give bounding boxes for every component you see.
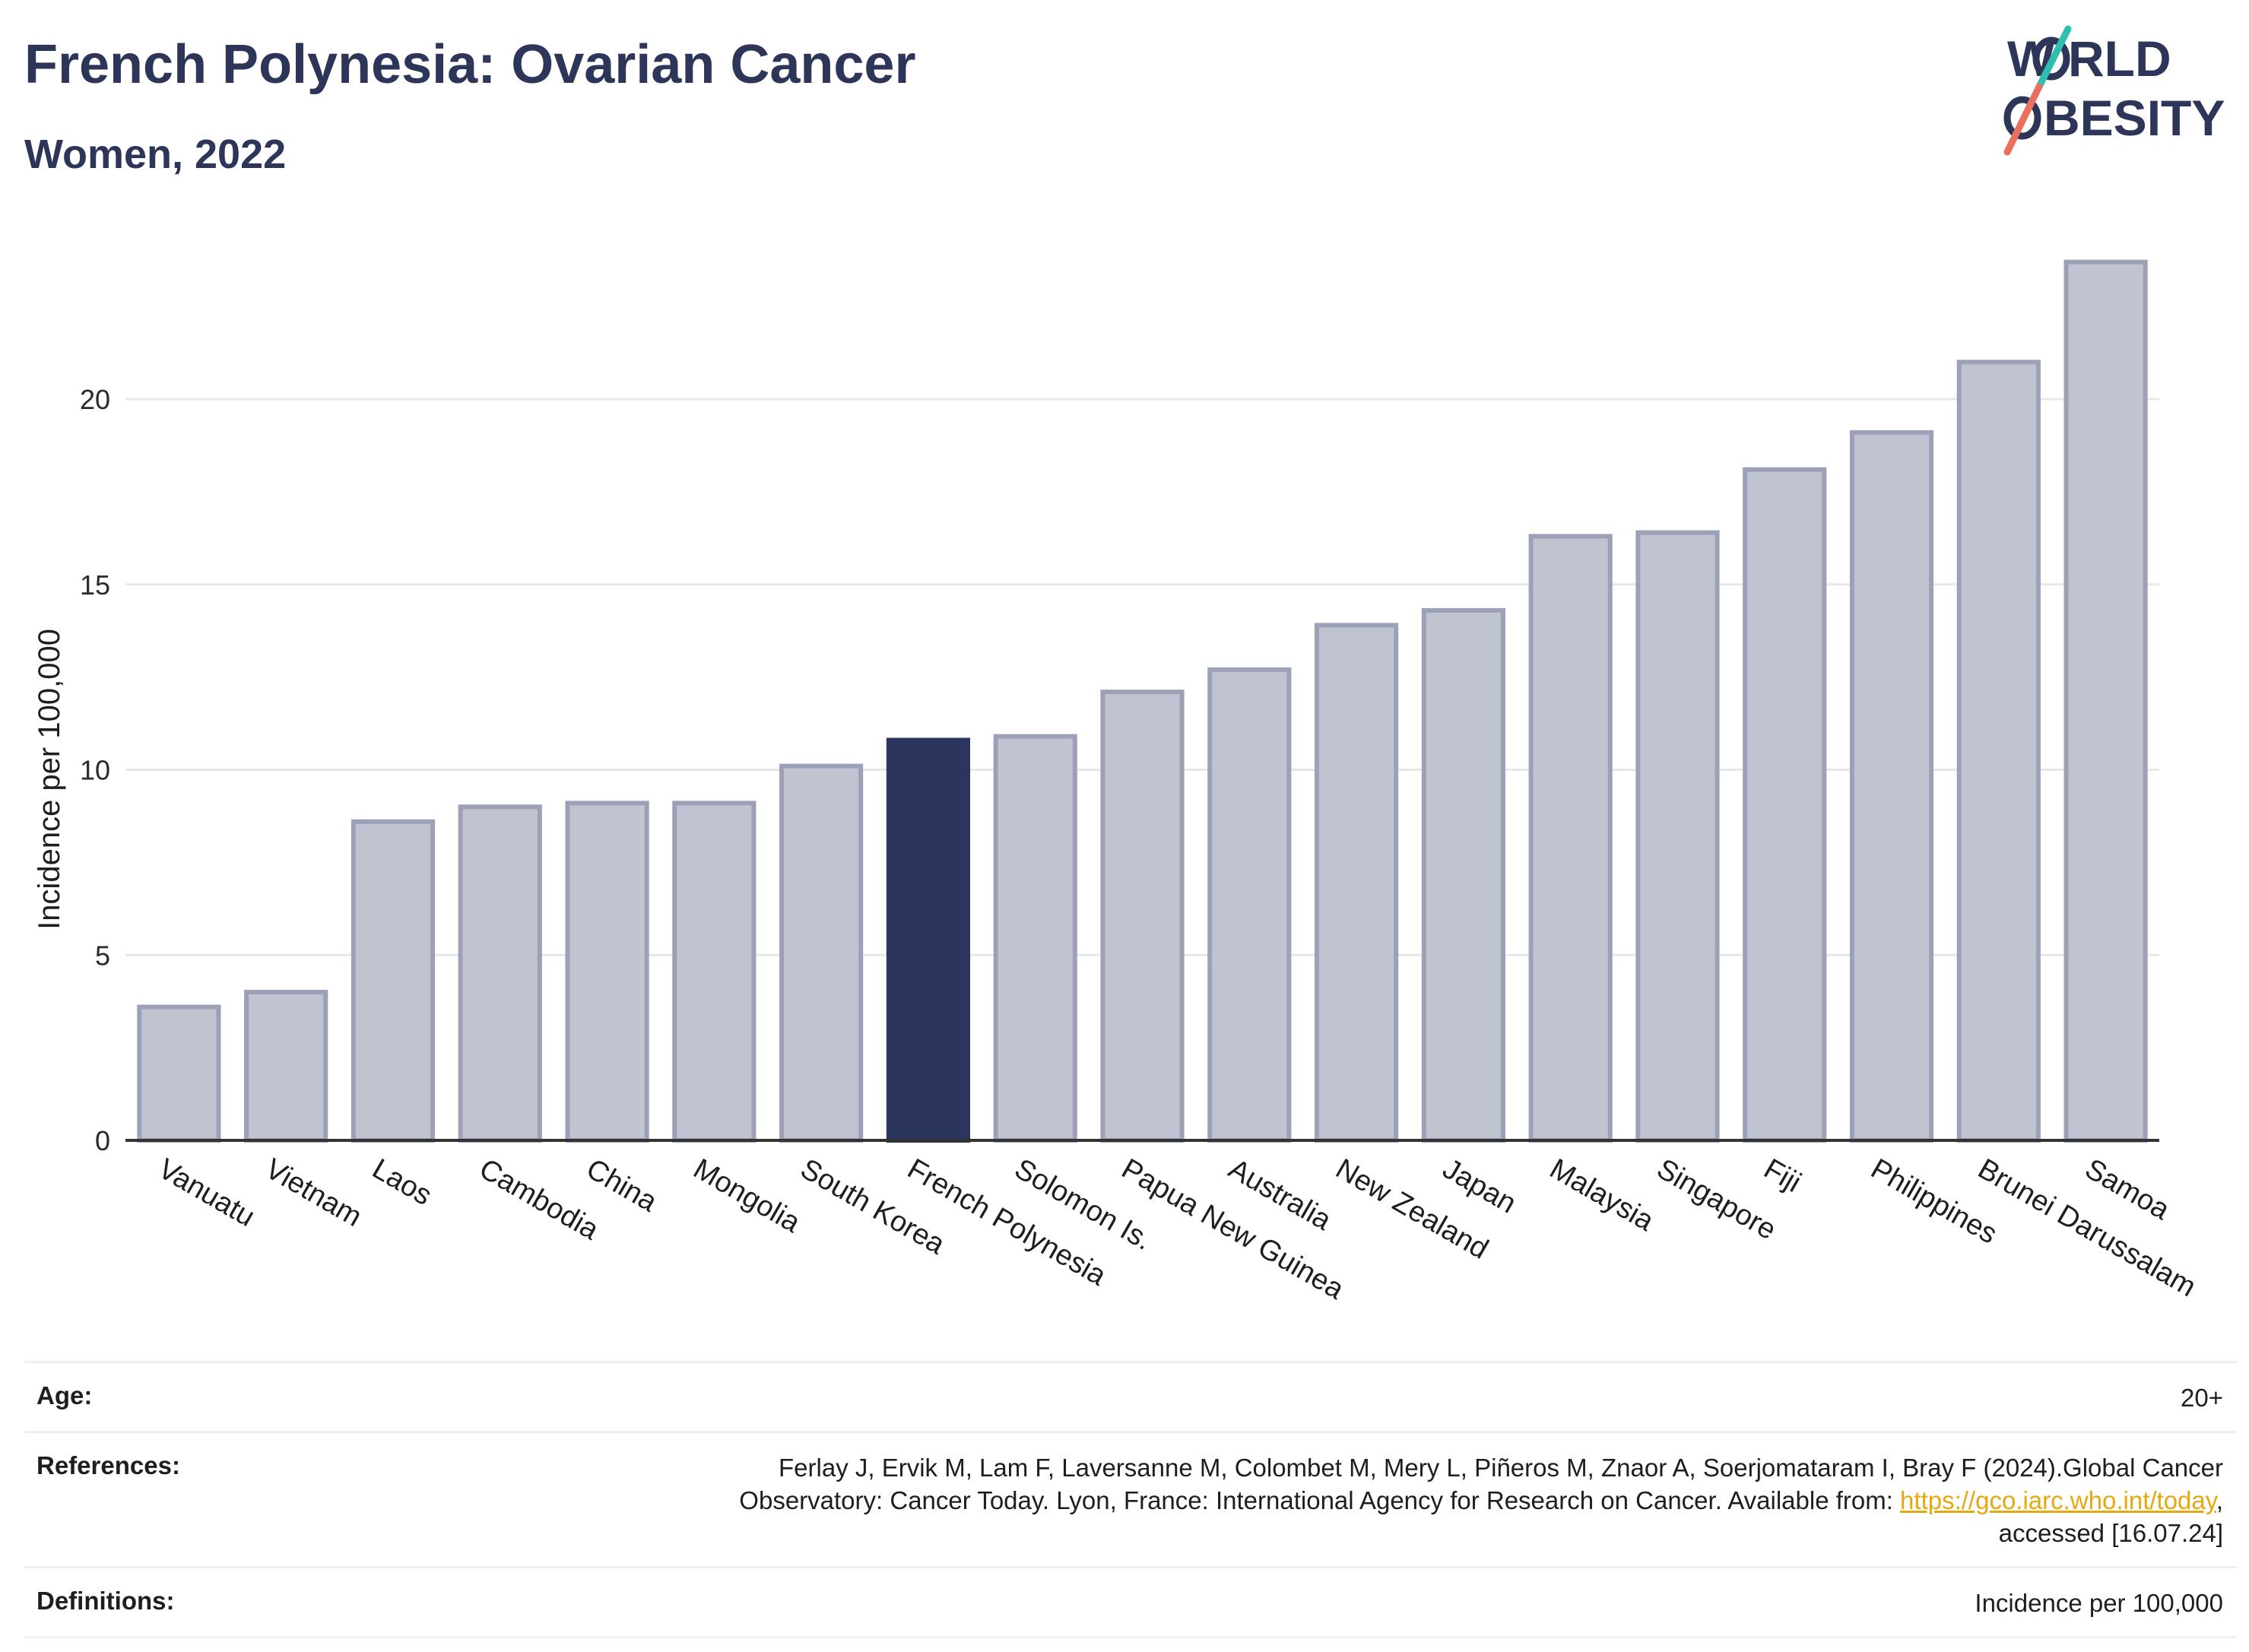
bar-fiji [1743, 467, 1827, 1143]
definitions-value: Incidence per 100,000 [1975, 1589, 2223, 1617]
bar-south-korea [779, 763, 864, 1143]
world-obesity-logo: W RLD BESITY [2003, 25, 2225, 156]
y-axis-label: Incidence per 100,000 [33, 629, 66, 930]
bar-mongolia [672, 801, 757, 1143]
age-row: Age: 20+ [24, 1361, 2237, 1431]
bar-brunei-darussalam [1956, 360, 2041, 1143]
x-tick-label: Singapore [1651, 1153, 1781, 1246]
y-tick-label: 10 [80, 755, 110, 786]
bar-samoa [2063, 259, 2148, 1143]
references-label: References: [36, 1451, 180, 1479]
bar-french-polynesia [886, 737, 971, 1143]
definitions-row: Definitions: Incidence per 100,000 [24, 1566, 2237, 1638]
definitions-label: Definitions: [36, 1587, 175, 1615]
bar-vanuatu [137, 1004, 221, 1143]
y-axis-ticks: 0 5 10 15 20 [80, 384, 110, 1156]
bar-china [565, 801, 649, 1143]
bar-laos [351, 819, 436, 1143]
svg-text:BESITY: BESITY [2044, 90, 2225, 146]
references-value: Ferlay J, Ervik M, Lam F, Laversanne M, … [739, 1451, 2223, 1549]
bar-philippines [1849, 430, 1934, 1143]
bar-solomon-is- [993, 734, 1077, 1143]
x-tick-label: Vanuatu [153, 1153, 260, 1233]
bar-singapore [1635, 530, 1720, 1143]
bar-japan [1421, 607, 1505, 1143]
x-tick-label: Vietnam [260, 1153, 367, 1233]
bar-vietnam [244, 990, 328, 1143]
bar-new-zealand [1314, 623, 1399, 1143]
x-tick-label: Japan [1437, 1153, 1521, 1219]
references-line2: Observatory: Cancer Today. Lyon, France:… [739, 1486, 1901, 1514]
x-tick-label: Cambodia [474, 1153, 604, 1246]
x-tick-label: China [581, 1153, 663, 1218]
bar-malaysia [1528, 534, 1613, 1143]
x-tick-label: Laos [366, 1153, 436, 1212]
y-tick-label: 5 [95, 940, 110, 971]
references-row: References: Ferlay J, Ervik M, Lam F, La… [24, 1431, 2237, 1566]
references-line3: accessed [16.07.24] [1998, 1519, 2223, 1547]
bar-australia [1207, 667, 1292, 1143]
age-label: Age: [36, 1381, 93, 1409]
page-title: French Polynesia: Ovarian Cancer [24, 34, 916, 95]
x-tick-label: Mongolia [688, 1153, 806, 1239]
age-value: 20+ [2181, 1384, 2223, 1412]
x-tick-label: Fiji [1759, 1153, 1806, 1199]
x-tick-label: Malaysia [1544, 1153, 1660, 1238]
bar-papua-new-guinea [1100, 690, 1185, 1143]
bar-chart: 0 5 10 15 20 Vanuatu Vietnam Laos CambodiaChina… [33, 259, 2201, 1306]
bar-cambodia [458, 804, 542, 1143]
svg-text:RLD: RLD [2068, 30, 2171, 87]
bars [137, 259, 2148, 1143]
y-tick-label: 15 [80, 569, 110, 601]
x-tick-label: French Polynesia [902, 1153, 1112, 1292]
info-table: Age: 20+ References: Ferlay J, Ervik M, … [24, 1361, 2237, 1638]
page-subtitle: Women, 2022 [24, 132, 287, 177]
references-comma: , [2216, 1486, 2223, 1514]
y-tick-label: 0 [95, 1125, 110, 1156]
references-line1: Ferlay J, Ervik M, Lam F, Laversanne M, … [779, 1454, 2223, 1482]
y-tick-label: 20 [80, 384, 110, 415]
references-link[interactable]: https://gco.iarc.who.int/today [1900, 1486, 2216, 1514]
